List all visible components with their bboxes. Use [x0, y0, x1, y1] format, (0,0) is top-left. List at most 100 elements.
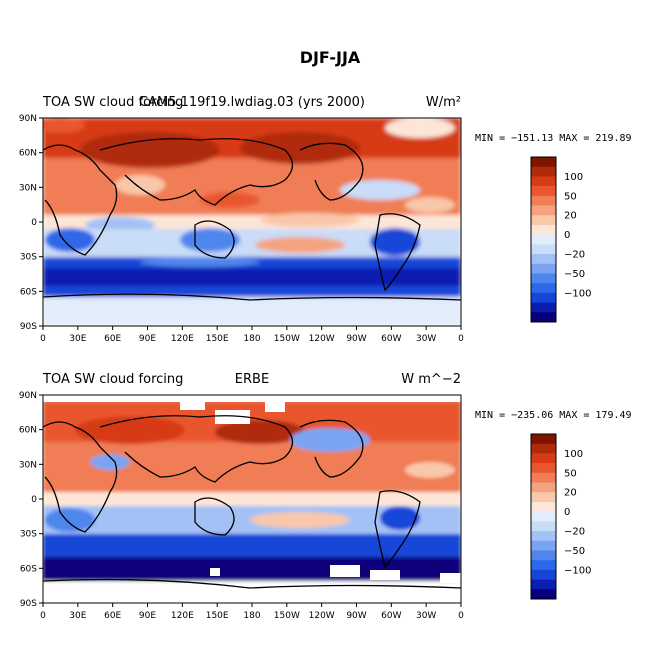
panel-model-colorbar-label: −100: [564, 288, 591, 299]
panel-obs-colorbar-label: 100: [564, 449, 583, 460]
panel-model-lon-label: 150E: [206, 334, 229, 344]
panel-model-lat-label: 90S: [20, 322, 37, 332]
panel-obs-colorbar-label: −100: [564, 565, 591, 576]
panel-model-lon-label: 180: [243, 334, 260, 344]
panel-model-lon-labels: 0 30E 60E 90E 120E 150E 180 150W 120W 90W 60W 30W 0: [40, 326, 464, 344]
panel-obs-colorbar-swatch: [531, 511, 556, 522]
panel-obs-lon-label: 0: [458, 611, 464, 621]
panel-obs-minmax: MIN = −235.06 MAX = 179.49: [475, 410, 632, 421]
panel-model-field-blobs: [43, 118, 461, 326]
panel-model-colorbar-swatch: [531, 292, 556, 303]
panel-obs-colorbar-outline: [530, 433, 557, 600]
panel-obs-field: [43, 395, 461, 603]
panel-obs-colorbar-swatch: [531, 434, 556, 445]
panel-model-lon-label: 30E: [69, 334, 86, 344]
panel-obs-lat-label: 90S: [20, 599, 37, 609]
panel-model-colorbar-label: −50: [564, 269, 585, 280]
panel-obs-lon-label: 60W: [381, 611, 401, 621]
panel-obs-colorbar-label: −50: [564, 546, 585, 557]
panel-obs-colorbar-swatch: [531, 579, 556, 590]
panel-model-left-text: TOA SW cloud forcing: [42, 95, 183, 110]
panel-model-colorbar-swatch: [531, 195, 556, 206]
panel-obs-lon-label: 150E: [206, 611, 229, 621]
panel-obs-lon-label: 30W: [416, 611, 436, 621]
panel-obs-lon-labels: 0 30E 60E 90E 120E 150E 180 150W 120W 90W 60W 30W 0: [40, 603, 464, 621]
panel-model-lon-label: 90E: [139, 334, 156, 344]
panel-model-colorbar-label: 100: [564, 172, 583, 183]
panel-model-lon-label: 60W: [381, 334, 401, 344]
panel-model-field: [43, 118, 461, 326]
panel-model-center-text: CAM5.119f19.lwdiag.03 (yrs 2000): [139, 95, 365, 110]
panel-obs-colorbar-label: −20: [564, 527, 585, 538]
panel-obs-colorbar-swatch: [531, 472, 556, 483]
panel-obs-lon-label: 90E: [139, 611, 156, 621]
panel-model-lon-label: 150W: [274, 334, 300, 344]
panel-model-right-text: W/m²: [426, 95, 461, 110]
panel-model-colorbar-swatch: [531, 215, 556, 226]
panel-obs-colorbar-swatch: [531, 521, 556, 532]
panel-model-colorbar-swatch: [531, 176, 556, 187]
panel-model-lat-label: 30S: [20, 253, 37, 263]
panel-obs-colorbar-swatch: [531, 569, 556, 580]
panel-model-colorbar-swatch: [531, 186, 556, 197]
panel-model-colorbar-label: 20: [564, 211, 577, 222]
panel-obs-right-text: W m^−2: [401, 372, 461, 387]
panel-model-lat-label: 60S: [20, 287, 37, 297]
panel-obs-colorbar-swatch: [531, 453, 556, 464]
panel-obs-lon-label: 120W: [309, 611, 335, 621]
panel-model-colorbar-swatch: [531, 283, 556, 294]
panel-obs-colorbar-label: 20: [564, 488, 577, 499]
panel-model-lon-label: 0: [458, 334, 464, 344]
panel-obs-colorbar-label: 50: [564, 468, 577, 479]
panel-obs-lat-labels: 90N 60N 30N 0 30S 60S 90S: [19, 391, 43, 609]
panel-model-lon-label: 0: [40, 334, 46, 344]
panel-model-colorbar-label: 50: [564, 191, 577, 202]
panel-obs-left-text: TOA SW cloud forcing: [42, 372, 183, 387]
panel-obs-colorbar-swatch: [531, 531, 556, 542]
panel-model-lat-label: 60N: [19, 149, 37, 159]
panel-obs-lon-label: 30E: [69, 611, 86, 621]
panel-obs-lon-label: 90W: [346, 611, 366, 621]
figure-title: DJF-JJA: [300, 48, 361, 67]
panel-obs: TOA SW cloud forcing ERBE W m^−2 MIN = −…: [19, 372, 632, 621]
panel-obs-lat-label: 0: [31, 495, 37, 505]
panel-obs-lat-label: 30S: [20, 530, 37, 540]
panel-obs-colorbar-swatch: [531, 589, 556, 600]
panel-obs-lat-label: 30N: [19, 460, 37, 470]
panel-obs-lon-label: 0: [40, 611, 46, 621]
panel-model-colorbar-swatch: [531, 224, 556, 235]
panel-obs-lon-label: 180: [243, 611, 260, 621]
panel-model-lon-label: 60E: [104, 334, 121, 344]
panel-obs-colorbar-label: 0: [564, 507, 570, 518]
panel-obs-colorbar: 100 50 20 0 −20 −50 −100: [530, 433, 591, 600]
panel-model-minmax: MIN = −151.13 MAX = 219.89: [475, 133, 632, 144]
panel-model-colorbar-swatch: [531, 157, 556, 168]
panel-obs-colorbar-swatch: [531, 463, 556, 474]
panel-model-colorbar-label: 0: [564, 230, 570, 241]
panel-obs-lat-label: 60S: [20, 564, 37, 574]
panel-model: TOA SW cloud forcing CAM5.119f19.lwdiag.…: [19, 95, 632, 344]
panel-obs-colorbar-swatch: [531, 550, 556, 561]
panel-obs-lon-label: 150W: [274, 611, 300, 621]
panel-model-colorbar-swatch: [531, 273, 556, 284]
panel-model-lon-label: 90W: [346, 334, 366, 344]
panel-model-colorbar-swatch: [531, 234, 556, 245]
panel-obs-lon-label: 120E: [171, 611, 194, 621]
panel-obs-colorbar-swatch: [531, 482, 556, 493]
panel-model-colorbar-swatch: [531, 263, 556, 274]
panel-model-lon-label: 120W: [309, 334, 335, 344]
panel-obs-lat-label: 90N: [19, 391, 37, 401]
panel-model-lat-labels: 90N 60N 30N 0 30S 60S 90S: [19, 114, 43, 332]
panel-obs-colorbar-swatch: [531, 560, 556, 571]
panel-model-colorbar: 100 50 20 0 −20 −50 −100: [530, 156, 591, 323]
panel-obs-colorbar-swatch: [531, 540, 556, 551]
panel-model-colorbar-swatch: [531, 205, 556, 216]
panel-obs-colorbar-swatch: [531, 501, 556, 512]
panel-model-colorbar-swatch: [531, 244, 556, 255]
panel-obs-center-text: ERBE: [235, 372, 269, 387]
panel-model-lat-label: 30N: [19, 183, 37, 193]
panel-model-lon-label: 30W: [416, 334, 436, 344]
panel-model-lat-label: 90N: [19, 114, 37, 124]
panel-obs-coastlines: [43, 415, 461, 589]
